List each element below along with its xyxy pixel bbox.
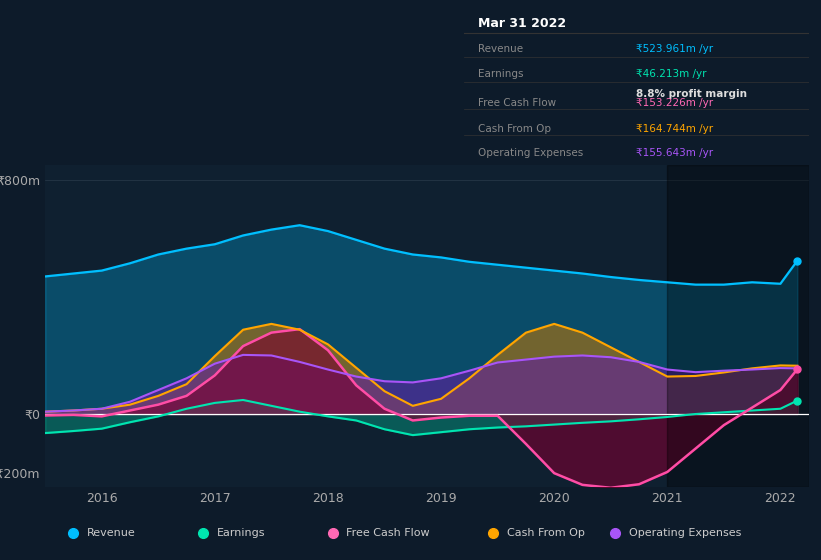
Text: Free Cash Flow: Free Cash Flow bbox=[346, 529, 430, 538]
Text: Cash From Op: Cash From Op bbox=[478, 124, 551, 134]
Text: Earnings: Earnings bbox=[217, 529, 265, 538]
Text: ₹155.643m /yr: ₹155.643m /yr bbox=[636, 148, 713, 158]
Text: ₹164.744m /yr: ₹164.744m /yr bbox=[636, 124, 713, 134]
Text: Earnings: Earnings bbox=[478, 69, 523, 80]
Text: Free Cash Flow: Free Cash Flow bbox=[478, 98, 556, 108]
Text: 8.8% profit margin: 8.8% profit margin bbox=[636, 88, 747, 99]
Text: ₹153.226m /yr: ₹153.226m /yr bbox=[636, 98, 713, 108]
Text: Revenue: Revenue bbox=[87, 529, 135, 538]
Text: Operating Expenses: Operating Expenses bbox=[478, 148, 583, 158]
Text: Operating Expenses: Operating Expenses bbox=[629, 529, 741, 538]
Text: Mar 31 2022: Mar 31 2022 bbox=[478, 17, 566, 30]
Text: ₹46.213m /yr: ₹46.213m /yr bbox=[636, 69, 707, 80]
Text: Cash From Op: Cash From Op bbox=[507, 529, 585, 538]
Bar bbox=[667, 165, 809, 487]
Text: ₹523.961m /yr: ₹523.961m /yr bbox=[636, 44, 713, 54]
Text: Revenue: Revenue bbox=[478, 44, 523, 54]
